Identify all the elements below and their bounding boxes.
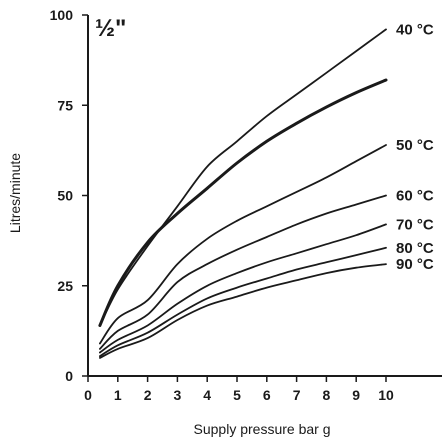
pipe-size-label: ½" [95, 15, 126, 42]
x-axis-title: Supply pressure bar g [194, 421, 331, 437]
x-tick-label: 4 [203, 387, 211, 403]
series-label-40c: 40 °C [396, 21, 434, 38]
x-tick-label: 6 [263, 387, 271, 403]
x-tick-label: 1 [114, 387, 122, 403]
series-line-90c-6 [99, 263, 387, 359]
x-tick-label: 3 [174, 387, 182, 403]
x-tick-label: 0 [84, 387, 92, 403]
series-label-80c: 80 °C [396, 240, 434, 257]
series-line-reference-1 [98, 78, 388, 327]
y-tick-label: 50 [57, 188, 73, 204]
y-tick-label: 25 [57, 278, 73, 294]
x-tick-label: 7 [293, 387, 301, 403]
x-tick-label: 2 [144, 387, 152, 403]
series-line-50c-2 [99, 144, 387, 345]
series-line-80c-5 [99, 246, 387, 357]
series-line-70c-4 [99, 223, 387, 354]
x-tick-label: 9 [352, 387, 360, 403]
series-label-70c: 70 °C [396, 216, 434, 233]
x-tick-label: 8 [323, 387, 331, 403]
series-label-50c: 50 °C [396, 137, 434, 154]
x-tick-label: 5 [233, 387, 241, 403]
curves [98, 28, 388, 359]
series-label-90c: 90 °C [396, 256, 434, 273]
y-tick-label: 75 [57, 97, 73, 113]
y-axis-title: Litres/minute [7, 153, 23, 233]
series-line-60c-3 [99, 194, 387, 350]
y-tick-label: 100 [50, 7, 74, 23]
labels: 40 °C 50 °C 60 °C 70 °C 80 °C90 °C [396, 21, 434, 273]
x-tick-label: 10 [378, 387, 394, 403]
y-tick-label: 0 [65, 368, 73, 384]
series-line-40c-0 [99, 28, 387, 327]
series-label-60c: 60 °C [396, 188, 434, 205]
